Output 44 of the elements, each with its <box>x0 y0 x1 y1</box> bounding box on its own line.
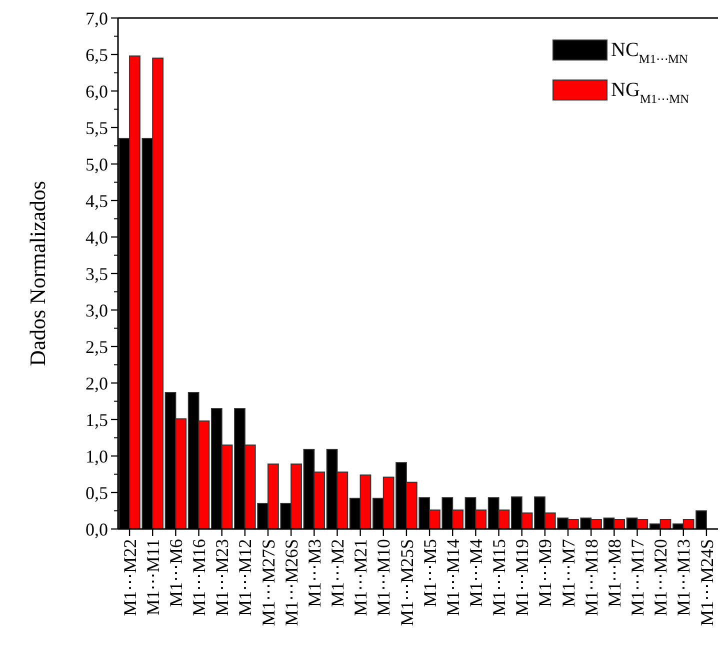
y-tick-label: 2,5 <box>86 336 108 357</box>
x-tick-label: M1⋯M22 <box>120 539 140 616</box>
y-tick-label: 3,5 <box>86 264 108 284</box>
y-axis-title: Dados Normalizados <box>25 180 50 366</box>
x-tick-label: M1⋯M4 <box>466 539 486 608</box>
x-tick-label: M1⋯M27S <box>258 539 278 626</box>
x-tick-label: M1⋯M8 <box>604 539 624 608</box>
y-tick-label: 0,5 <box>86 482 108 503</box>
y-tick-label: 6,5 <box>86 44 108 65</box>
x-tick-label: M1⋯M12 <box>235 539 256 616</box>
x-tick-label: M1⋯M10 <box>374 539 394 616</box>
y-tick-label: 5,0 <box>86 154 108 174</box>
x-tick-label: M1⋯M9 <box>535 539 556 608</box>
x-tick-label: M1⋯M15 <box>489 539 510 616</box>
y-tick-label: 0,0 <box>86 519 108 540</box>
y-tick-label: 6,0 <box>86 81 108 102</box>
x-tick-label: M1⋯M13 <box>674 539 694 616</box>
x-tick-label: M1⋯M25S <box>396 539 417 626</box>
x-tick-label: M1⋯M26S <box>281 539 302 626</box>
x-tick-label: M1⋯M24S <box>696 539 717 626</box>
x-tick-label: M1⋯M18 <box>581 539 602 616</box>
x-tick-label: M1⋯M14 <box>442 539 463 616</box>
y-tick-label: 3,0 <box>86 300 108 320</box>
x-tick-label: M1⋯M2 <box>328 539 348 608</box>
x-tick-label: M1⋯M20 <box>650 539 671 616</box>
x-tick-label: M1⋯M11 <box>142 539 163 616</box>
y-tick-label: 1,0 <box>86 446 108 466</box>
y-tick-label: 2,0 <box>86 373 108 394</box>
y-tick-label: 7,0 <box>86 8 108 28</box>
y-tick-label: 1,5 <box>86 410 108 430</box>
x-tick-label: M1⋯M3 <box>304 539 324 608</box>
x-tick-label: M1⋯M7 <box>558 539 578 608</box>
x-tick-label: M1⋯M16 <box>189 539 210 616</box>
y-tick-label: 4,0 <box>86 227 108 248</box>
y-tick-label: 5,5 <box>86 118 108 138</box>
x-tick-label: M1⋯M23 <box>212 539 232 616</box>
x-tick-label: M1⋯M21 <box>350 539 371 616</box>
x-tick-label: M1⋯M5 <box>420 539 440 608</box>
legend-label: NC$_{M1⋯MN}$ <box>611 39 688 66</box>
x-tick-label: M1⋯M19 <box>512 539 532 616</box>
x-tick-label: M1⋯M6 <box>166 539 186 608</box>
y-tick-label: 4,5 <box>86 190 108 211</box>
legend-label: NG$_{M1⋯MN}$ <box>611 79 690 106</box>
x-tick-label: M1⋯M17 <box>628 539 648 616</box>
